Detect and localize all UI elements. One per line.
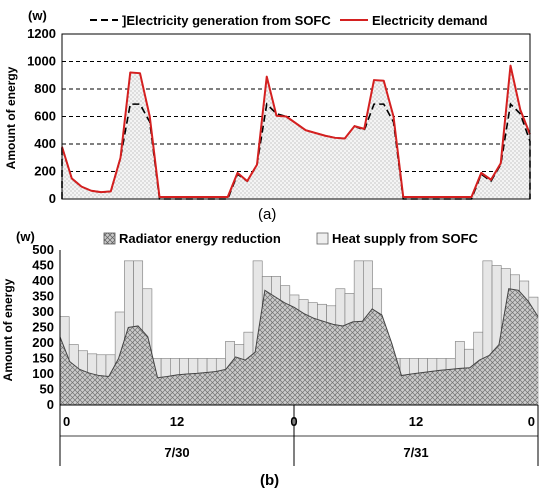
chart-b-y-tick-label: 300 <box>32 304 54 319</box>
chart-b-x-tick-label: 12 <box>170 414 184 429</box>
chart-b-x-tick-label: 0 <box>63 414 70 429</box>
chart-b-x-tick-label: 12 <box>409 414 423 429</box>
chart-b-y-tick-label: 0 <box>47 397 54 412</box>
legend-swatch-heat-supply <box>316 232 329 245</box>
chart-b-y-tick-label: 100 <box>32 366 54 381</box>
chart-b-y-tick-label: 250 <box>32 320 54 335</box>
chart-a-demand-area <box>62 65 530 199</box>
radiator-reduction-line <box>59 288 539 379</box>
chart-a-y-tick-label: 1000 <box>27 54 56 69</box>
chart-a-y-tick-label: 400 <box>34 136 56 151</box>
legend-label-sofc-generation: ]Electricity generation from SOFC <box>122 13 331 28</box>
legend-label-radiator-reduction: Radiator energy reduction <box>119 231 281 246</box>
chart-b-date-label: 7/31 <box>403 445 428 460</box>
chart-b-x-tick-label: 0 <box>290 414 297 429</box>
legend-label-electricity-demand: Electricity demand <box>372 13 488 28</box>
chart-b-y-axis-label: Amount of energy <box>1 278 15 381</box>
radiator-reduction-area <box>60 288 538 405</box>
chart-a-unit-label: (w) <box>28 8 47 23</box>
chart-a-legend: ]Electricity generation from SOFC Electr… <box>90 13 488 28</box>
chart-b-y-tick-label: 400 <box>32 273 54 288</box>
chart-b-y-tick-label: 450 <box>32 258 54 273</box>
chart-a-y-tick-label: 800 <box>34 81 56 96</box>
chart-b-y-tick-label: 500 <box>32 242 54 257</box>
chart-b-axes <box>59 250 539 466</box>
legend-label-heat-supply: Heat supply from SOFC <box>332 231 479 246</box>
legend-swatch-radiator-reduction <box>103 232 116 245</box>
chart-b-legend: Radiator energy reduction Heat supply fr… <box>103 231 479 246</box>
panel-label-b: (b) <box>260 472 279 489</box>
chart-a-frame <box>61 33 531 200</box>
chart-b-x-tick-label: 0 <box>528 414 535 429</box>
chart-a-y-tick-label: 200 <box>34 164 56 179</box>
chart-b-y-tick-label: 350 <box>32 289 54 304</box>
chart-b-y-tick-label: 200 <box>32 335 54 350</box>
chart-a-y-tick-label: 600 <box>34 109 56 124</box>
panel-label-a: (a) <box>258 206 276 223</box>
series-line-electricity-demand <box>61 64 531 198</box>
chart-b: (w) Amount of energy 0501001502002503003… <box>1 229 539 489</box>
chart-b-unit-label: (w) <box>16 229 35 244</box>
chart-b-y-tick-label: 50 <box>40 382 54 397</box>
chart-a-y-axis-label: Amount of energy <box>4 66 18 169</box>
chart-a: (w) Amount of energy 0 200 400 600 800 1000 12… <box>4 8 531 223</box>
chart-a-y-tick-label: 0 <box>49 191 56 206</box>
chart-b-date-label: 7/30 <box>164 445 189 460</box>
chart-a-y-tick-label: 1200 <box>27 26 56 41</box>
chart-b-y-tick-label: 150 <box>32 351 54 366</box>
